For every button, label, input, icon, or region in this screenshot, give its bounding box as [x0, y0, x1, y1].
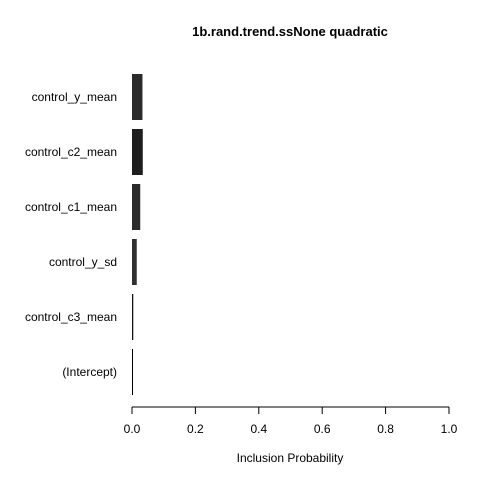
category-labels-group: control_y_mean control_c2_mean control_c1_… [25, 90, 117, 379]
x-axis: 0.0 0.2 0.4 0.6 0.8 1.0 [124, 406, 458, 436]
x-tick-label-4: 0.8 [377, 422, 394, 436]
bar-4 [132, 294, 134, 340]
bar-1 [132, 129, 143, 175]
category-label-4: control_c3_mean [25, 310, 117, 324]
x-axis-label: Inclusion Probability [237, 451, 344, 465]
bar-5 [132, 349, 133, 395]
x-tick-label-5: 1.0 [441, 422, 458, 436]
x-tick-label-1: 0.2 [187, 422, 204, 436]
bar-2 [132, 184, 141, 230]
x-tick-label-2: 0.4 [250, 422, 267, 436]
bar-3 [132, 239, 137, 285]
category-label-5: (Intercept) [62, 365, 117, 379]
bar-0 [132, 74, 143, 120]
bars-group [132, 74, 143, 395]
category-label-1: control_c2_mean [25, 145, 117, 159]
category-label-2: control_c1_mean [25, 200, 117, 214]
x-tick-label-0: 0.0 [124, 422, 141, 436]
chart-title: 1b.rand.trend.ssNone quadratic [192, 24, 388, 39]
category-label-0: control_y_mean [32, 90, 117, 104]
x-tick-label-3: 0.6 [314, 422, 331, 436]
category-label-3: control_y_sd [49, 255, 117, 269]
